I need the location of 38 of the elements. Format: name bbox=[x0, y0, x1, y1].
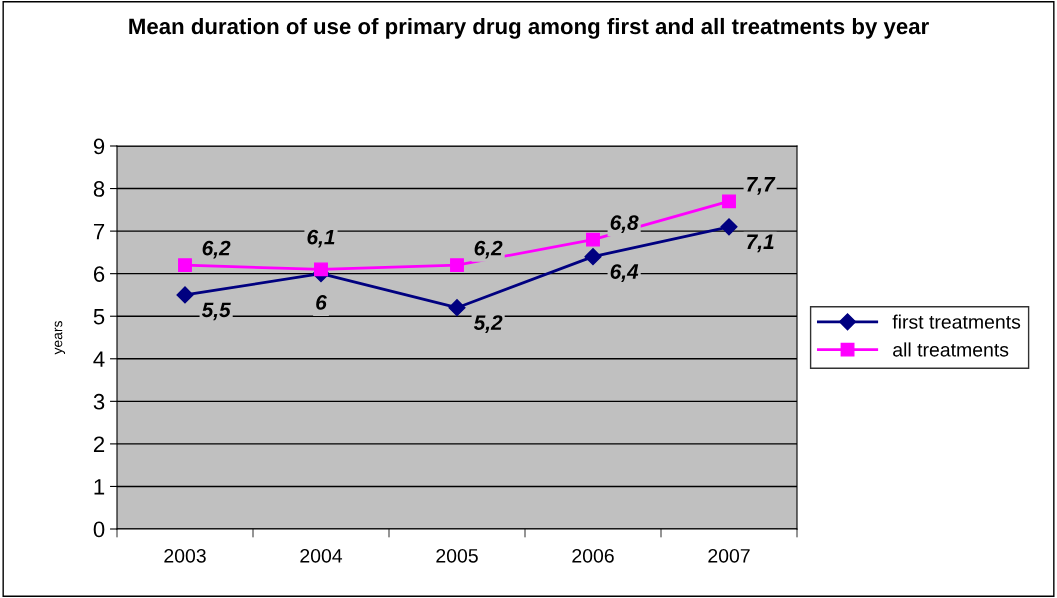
point bbox=[176, 286, 194, 304]
point bbox=[722, 194, 736, 209]
point bbox=[448, 299, 466, 317]
y-tick-label: 4 bbox=[93, 351, 105, 367]
legend-label: all treatments bbox=[893, 342, 1009, 357]
x-tick-label: 2004 bbox=[300, 548, 343, 563]
point bbox=[584, 248, 602, 266]
y-tick-label: 0 bbox=[93, 521, 105, 538]
point bbox=[314, 262, 328, 277]
point bbox=[720, 218, 738, 236]
chart-title: Mean duration of use of primary drug among first and all treatments by year bbox=[129, 17, 929, 39]
y-tick-label: 3 bbox=[93, 393, 105, 410]
x-tick-label: 2003 bbox=[164, 548, 206, 563]
y-tick-label: 8 bbox=[93, 181, 105, 197]
data-label: 6 bbox=[316, 295, 327, 310]
data-label: 6,2 bbox=[202, 240, 231, 259]
x-tick-label: 2006 bbox=[572, 548, 614, 563]
data-label: 6,1 bbox=[307, 229, 335, 248]
data-label: 6,4 bbox=[610, 264, 639, 282]
y-tick-label: 6 bbox=[93, 266, 105, 282]
point bbox=[178, 258, 192, 273]
y-tick-label: 1 bbox=[94, 479, 105, 495]
data-label: 6,8 bbox=[610, 215, 639, 233]
data-label: 6,2 bbox=[474, 240, 503, 259]
legend-label: first treatments bbox=[892, 314, 1021, 329]
point bbox=[450, 258, 464, 273]
data-label: 5,5 bbox=[201, 302, 231, 321]
x-tick-label: 2007 bbox=[708, 548, 750, 563]
data-label: 7,1 bbox=[747, 234, 774, 253]
data-label: 7,7 bbox=[747, 177, 776, 195]
point bbox=[586, 232, 600, 247]
y-axis-title: years bbox=[54, 321, 66, 355]
x-tick-label: 2005 bbox=[436, 548, 478, 563]
y-tick-label: 9 bbox=[93, 138, 105, 155]
y-tick-label: 5 bbox=[93, 308, 105, 325]
data-label: 5,2 bbox=[473, 315, 503, 333]
y-tick-label: 7 bbox=[93, 223, 105, 240]
y-tick-label: 2 bbox=[93, 436, 105, 452]
